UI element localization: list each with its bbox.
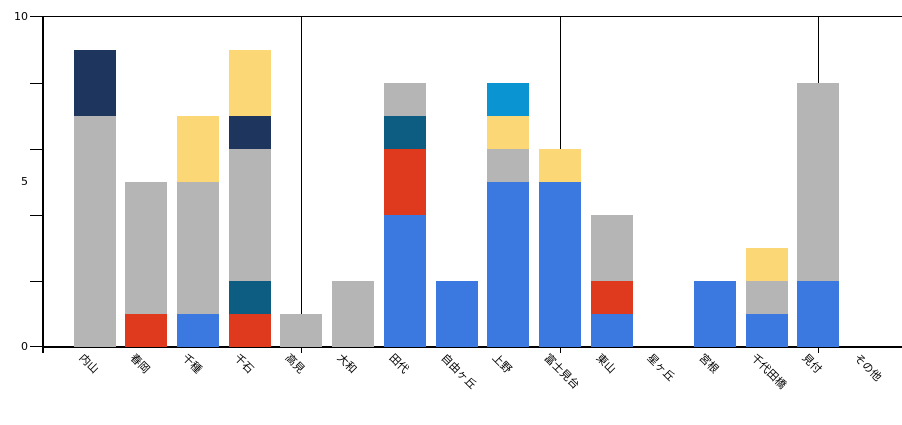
x-category-label: 高見	[282, 351, 308, 377]
bar-segment-teal	[383, 116, 426, 149]
bar-segment-blue	[745, 314, 788, 347]
bar-segment-blue	[383, 215, 426, 347]
x-category-label: 大和	[334, 351, 360, 377]
x-category-label: 自由ヶ丘	[438, 351, 479, 392]
x-axis-line	[43, 346, 902, 348]
y-tick-label: 0	[21, 340, 28, 353]
y-axis-minor-tick	[30, 215, 43, 216]
bar-segment-gray	[590, 215, 633, 281]
bar-見付	[797, 83, 840, 347]
x-gridline	[301, 17, 302, 353]
bar-春岡	[125, 182, 168, 347]
bar-segment-blue	[435, 281, 478, 347]
bar-segment-cyan	[487, 83, 530, 116]
bar-富士見台	[538, 149, 581, 347]
x-category-label: 星ヶ丘	[644, 351, 678, 384]
bar-東山	[590, 215, 633, 347]
bar-segment-yellow	[177, 116, 219, 182]
x-category-label: その他	[851, 351, 885, 384]
bar-segment-blue	[694, 281, 736, 347]
bar-segment-gray	[383, 83, 426, 116]
bar-千代田橋	[745, 248, 788, 347]
x-category-label: 田代	[386, 351, 412, 377]
bar-segment-navy	[73, 50, 116, 116]
bar-segment-yellow	[745, 248, 788, 281]
y-axis-major-tick	[30, 346, 43, 347]
x-category-label: 千石	[231, 351, 256, 377]
bar-segment-gray	[332, 281, 375, 347]
bar-segment-blue	[797, 281, 840, 347]
x-category-label: 富士見台	[541, 351, 582, 392]
x-category-label: 見付	[799, 351, 825, 377]
bar-segment-gray	[797, 83, 840, 281]
bar-segment-gray	[177, 182, 219, 314]
bar-田代	[383, 83, 426, 347]
bar-segment-blue	[590, 314, 633, 347]
bar-segment-yellow	[538, 149, 581, 182]
bar-segment-gray	[280, 314, 323, 347]
x-category-label: 千代田橋	[748, 351, 789, 392]
bar-segment-navy	[228, 116, 271, 149]
bar-自由ヶ丘	[435, 281, 478, 347]
bar-千種	[177, 116, 219, 347]
bar-大和	[332, 281, 375, 347]
bar-上野	[487, 83, 530, 347]
y-tick-label: 5	[21, 175, 28, 188]
bar-segment-blue	[487, 182, 530, 347]
bar-segment-red	[228, 314, 271, 347]
x-category-label: 東山	[593, 351, 618, 377]
y-axis-major-tick	[30, 16, 43, 17]
bar-segment-red	[590, 281, 633, 314]
x-category-label: 上野	[489, 351, 515, 377]
x-category-label: 千種	[179, 351, 205, 377]
bar-segment-blue	[177, 314, 219, 347]
bar-segment-gray	[228, 149, 271, 281]
bar-segment-blue	[538, 182, 581, 347]
y-tick-label: 10	[14, 10, 28, 23]
bar-segment-yellow	[487, 116, 530, 149]
bar-segment-gray	[73, 116, 116, 347]
bar-segment-gray	[745, 281, 788, 314]
bar-segment-red	[383, 149, 426, 215]
plot-top-border-line	[43, 16, 902, 17]
y-axis-minor-tick	[30, 149, 43, 150]
bar-高見	[280, 314, 323, 347]
y-axis-line	[42, 16, 44, 353]
bar-segment-gray	[487, 149, 530, 182]
x-category-label: 内山	[76, 351, 101, 377]
y-axis-minor-tick	[30, 83, 43, 84]
bar-segment-gray	[125, 182, 168, 314]
bar-segment-teal	[228, 281, 271, 314]
bar-segment-red	[125, 314, 168, 347]
x-category-label: 春岡	[127, 351, 153, 377]
bar-宮根	[694, 281, 736, 347]
bar-segment-yellow	[228, 50, 271, 116]
bar-千石	[228, 50, 271, 347]
y-axis-minor-tick	[30, 281, 43, 282]
bar-内山	[73, 50, 116, 347]
x-category-label: 宮根	[696, 351, 722, 377]
